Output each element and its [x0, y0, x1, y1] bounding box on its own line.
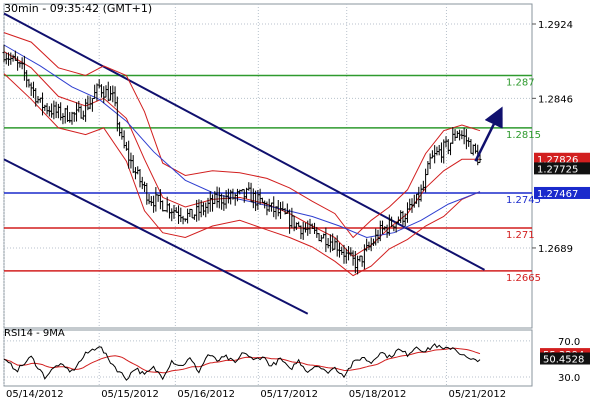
y-tick-label: 1.2689	[538, 244, 573, 255]
x-tick-label: 05/15/2012	[101, 389, 159, 400]
y-tick-label: 1.2924	[538, 20, 573, 31]
rsi-y-tick-label: 70.0	[558, 337, 580, 348]
price-plot-area	[4, 4, 532, 328]
x-tick-label: 05/18/2012	[349, 389, 407, 400]
price-value-label: 1.27467	[537, 189, 578, 200]
rsi-y-tick-label: 30.0	[558, 373, 580, 384]
x-tick-label: 05/14/2012	[6, 389, 64, 400]
rsi-title: RSI14 - 9MA	[4, 328, 65, 339]
level-label: 1.287	[506, 77, 535, 88]
x-tick-label: 05/17/2012	[260, 389, 318, 400]
rsi-value-label: 50.4528	[543, 354, 584, 365]
y-tick-label: 1.2846	[538, 94, 573, 105]
price-value-label: 1.27725	[537, 164, 578, 175]
x-tick-label: 05/21/2012	[448, 389, 506, 400]
level-label: 1.2815	[506, 130, 541, 141]
chart-title: 30min - 09:35:42 (GMT+1)	[4, 2, 152, 15]
price-panel: 1.2871.28151.27451.2711.26651.29241.2846…	[3, 4, 590, 328]
x-tick-label: 05/16/2012	[177, 389, 235, 400]
rsi-panel: 70.030.055.329450.4528	[4, 330, 590, 386]
level-label: 1.2665	[506, 273, 541, 284]
level-label: 1.271	[506, 230, 535, 241]
x-axis: 05/14/2012 05/15/2012 05/16/2012 05/17/2012…	[6, 389, 506, 400]
